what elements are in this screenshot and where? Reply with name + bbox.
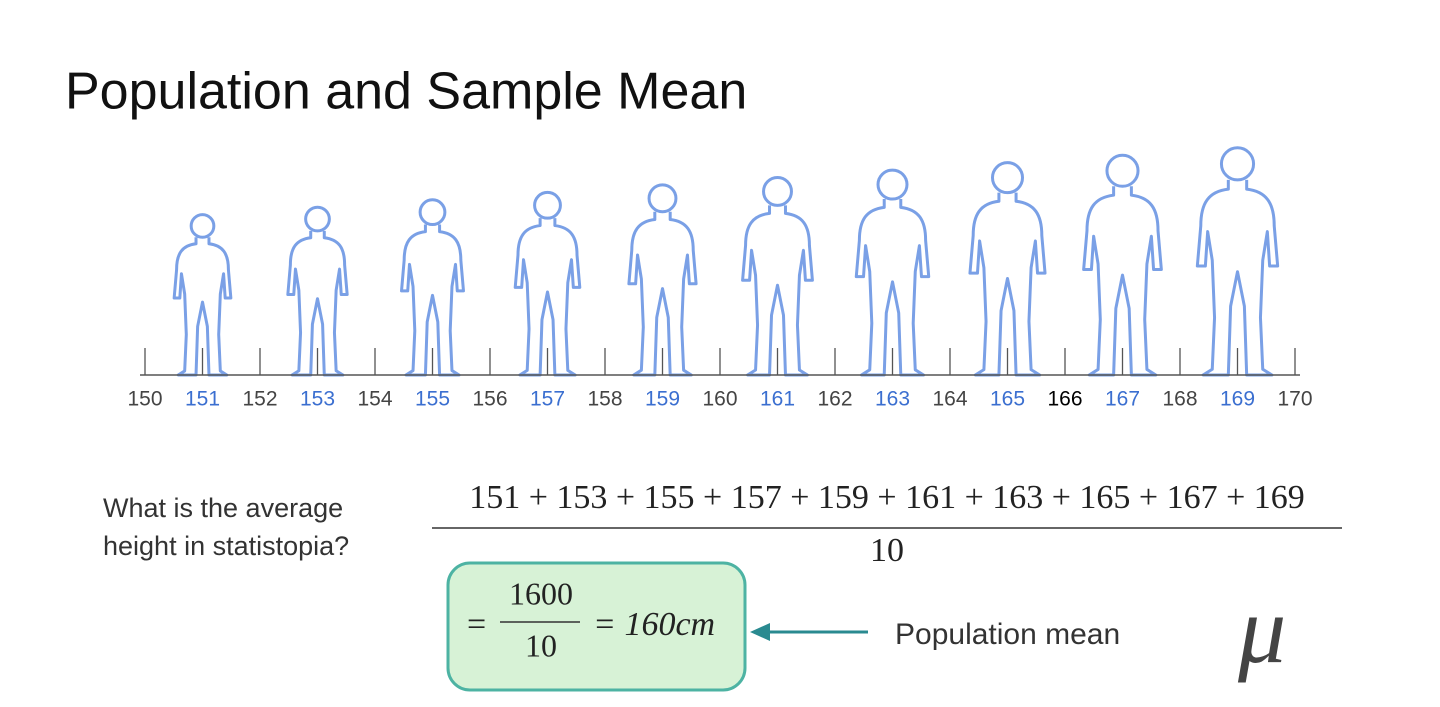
person-figure <box>402 200 464 375</box>
tick-label: 164 <box>932 388 967 411</box>
figure-body <box>1197 180 1277 375</box>
figure-head <box>535 192 561 218</box>
equals: = <box>467 606 486 643</box>
tick-label: 166 <box>1047 388 1082 411</box>
figure-head <box>878 170 907 199</box>
figure-body <box>515 218 580 375</box>
figure-head <box>306 207 330 231</box>
figure-head <box>1221 148 1253 180</box>
box-denominator: 10 <box>525 627 557 663</box>
tick-label: 168 <box>1162 388 1197 411</box>
figure-head <box>420 200 445 225</box>
figure-body <box>1084 186 1162 375</box>
tick-label: 153 <box>300 388 335 411</box>
figure-body <box>402 225 464 375</box>
tick-label: 170 <box>1277 388 1312 411</box>
tick-label: 163 <box>875 388 910 411</box>
tick-label: 150 <box>127 388 162 411</box>
tick-label: 156 <box>472 388 507 411</box>
tick-label: 158 <box>587 388 622 411</box>
figure-body <box>629 212 696 375</box>
figures <box>174 148 1278 375</box>
person-figure <box>970 163 1045 375</box>
tick-label: 159 <box>645 388 680 411</box>
figure-body <box>856 199 928 375</box>
tick-label: 157 <box>530 388 565 411</box>
tick-label: 167 <box>1105 388 1140 411</box>
tick-label: 151 <box>185 388 220 411</box>
person-figure <box>856 170 928 375</box>
result-box <box>446 561 747 692</box>
tick-label: 165 <box>990 388 1025 411</box>
figure-head <box>992 163 1022 193</box>
tick-label: 161 <box>760 388 795 411</box>
arrow-head <box>750 623 770 641</box>
question-line: height in statistopia? <box>103 531 349 561</box>
figure-head <box>1107 155 1138 186</box>
figure-body <box>970 193 1045 375</box>
box-result: = 160cm <box>593 606 715 643</box>
title: Population and Sample Mean <box>65 63 747 121</box>
tick-label: 152 <box>242 388 277 411</box>
tick-label: 155 <box>415 388 450 411</box>
mu-symbol: μ <box>1237 576 1286 683</box>
figure-body <box>174 237 231 375</box>
formula-denominator: 10 <box>870 532 904 569</box>
person-figure <box>1084 155 1162 375</box>
tick-label: 154 <box>357 388 392 411</box>
annotation-label: Population mean <box>895 618 1120 651</box>
person-figure <box>629 185 696 375</box>
formula-numerator: 151 + 153 + 155 + 157 + 159 + 161 + 163 … <box>469 479 1305 516</box>
tick-label: 160 <box>702 388 737 411</box>
question-line: What is the average <box>103 493 343 523</box>
person-figure <box>743 177 813 375</box>
ticks: 150 151 152 153 154 155 156 157 158 159 160 161 162 1… <box>127 348 1313 411</box>
box-numerator: 1600 <box>509 575 573 611</box>
person-figure <box>174 215 231 375</box>
tick-label: 169 <box>1220 388 1255 411</box>
figure-head <box>191 215 214 238</box>
person-figure <box>515 192 580 375</box>
figure-body <box>743 205 813 375</box>
person-figure <box>288 207 347 375</box>
tick-label: 162 <box>817 388 852 411</box>
figure-head <box>649 185 676 212</box>
figure-body <box>288 231 347 375</box>
figure-head <box>764 177 792 205</box>
person-figure <box>1197 148 1277 375</box>
